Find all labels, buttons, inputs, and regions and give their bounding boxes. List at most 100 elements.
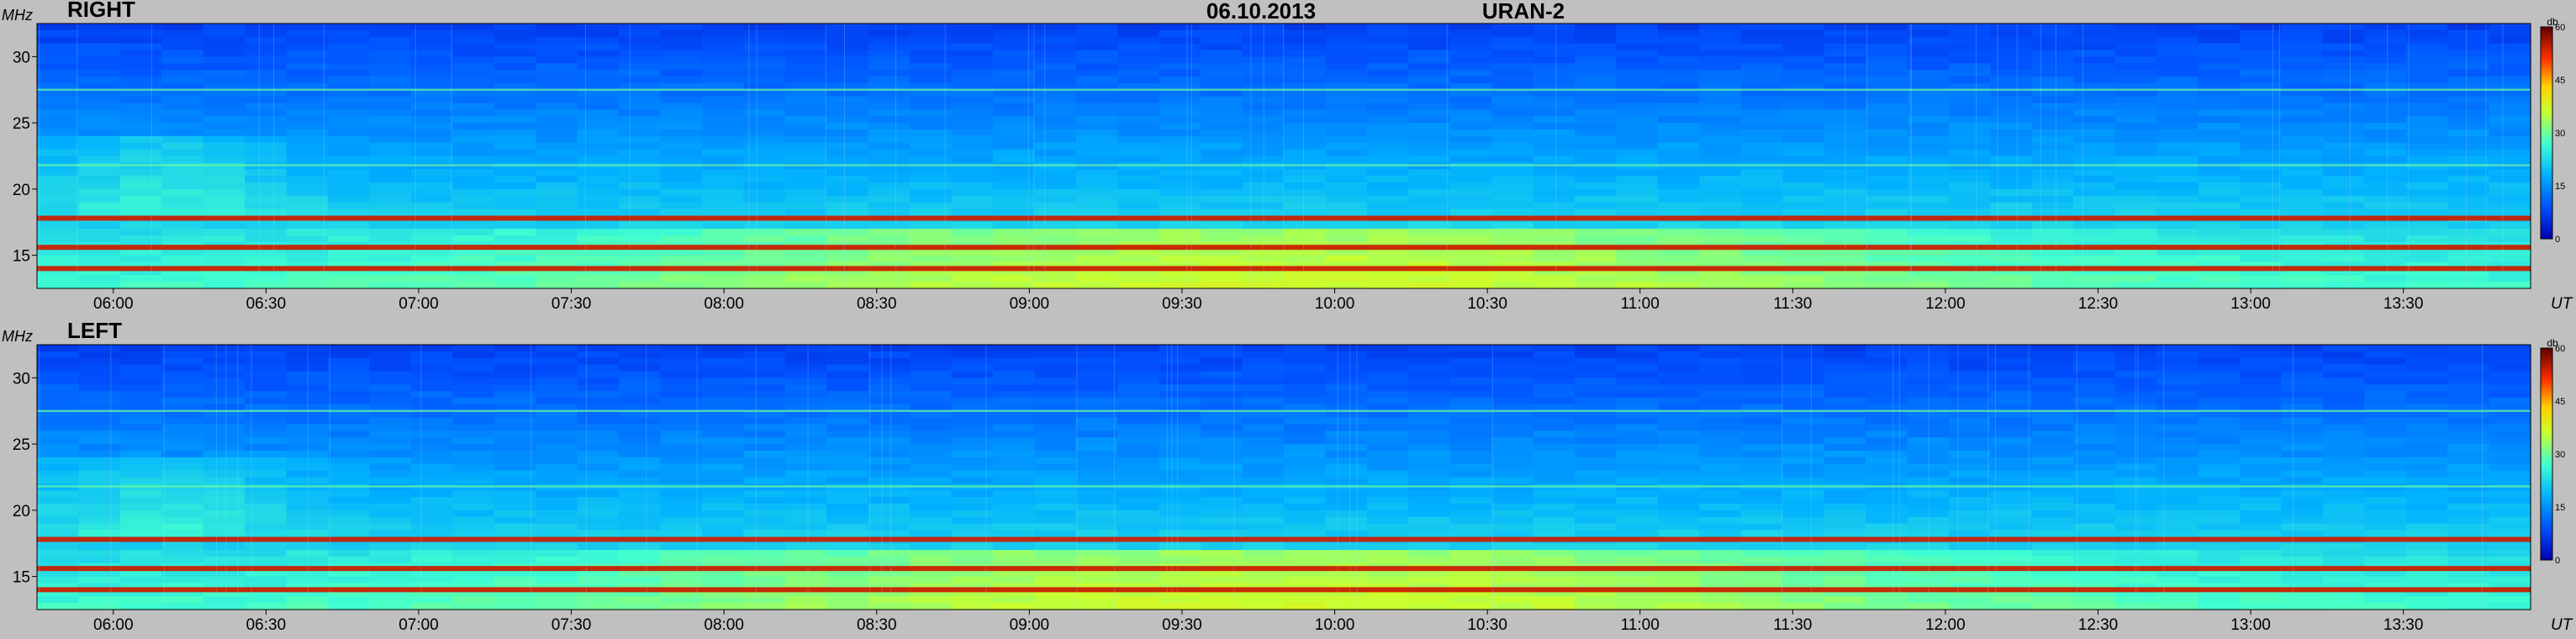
spectrogram-cell: [1075, 351, 1118, 359]
spectrogram-cell: [784, 116, 827, 124]
spectrogram-cell: [328, 550, 371, 557]
x-tick-label: 11:00: [1621, 295, 1660, 313]
spectrogram-cell: [78, 63, 121, 71]
spectrogram-cell: [2198, 430, 2241, 438]
spectrogram-cell: [161, 378, 204, 385]
spectrogram-cell: [203, 248, 245, 256]
spectrogram-cell: [1907, 129, 1950, 137]
spectrogram-cell: [494, 176, 536, 183]
spectrogram-cell: [1907, 357, 1950, 366]
spectrogram-cell: [2364, 96, 2407, 104]
spectrogram-cell: [1408, 490, 1451, 498]
spectrogram-cell: [577, 451, 620, 458]
spectrogram-cell: [951, 169, 994, 177]
spectrogram-cell: [784, 530, 827, 537]
spectrogram-cell: [1284, 275, 1327, 283]
spectrogram-cell: [37, 364, 80, 372]
spectrogram-cell: [1866, 255, 1908, 263]
spectrogram-cell: [577, 596, 620, 604]
spectrogram-cell: [2198, 89, 2241, 98]
spectrogram-cell: [1782, 149, 1825, 157]
spectrogram-cell: [1575, 70, 1618, 77]
spectrogram-cell: [494, 248, 536, 256]
spectrogram-cell: [1907, 596, 1950, 604]
spectrogram-cell: [1533, 268, 1576, 276]
spectrogram-cell: [1449, 470, 1492, 478]
spectrogram-cell: [2405, 371, 2448, 378]
spectrogram-cell: [1740, 424, 1783, 431]
spectrogram-cell: [1034, 410, 1077, 419]
spectrogram-cell: [1616, 550, 1659, 557]
spectrogram-cell: [286, 430, 329, 438]
spectrogram-cell: [37, 384, 80, 392]
spectrogram-cell: [2031, 116, 2074, 124]
spectrogram-cell: [494, 142, 536, 151]
spectrogram-cell: [660, 188, 703, 197]
spectrogram-cell: [1034, 430, 1077, 438]
spectrogram-cell: [2489, 77, 2531, 84]
spectrogram-cell: [1034, 142, 1077, 151]
spectrogram-cell: [2198, 523, 2241, 531]
spectrogram-cell: [743, 410, 786, 419]
spectrogram-cell: [1449, 261, 1492, 269]
spectrogram-cell: [203, 70, 245, 77]
spectrogram-cell: [328, 268, 371, 276]
spectrogram-cell: [1325, 149, 1368, 157]
spectrogram-cell: [2073, 477, 2116, 484]
spectrogram-cell: [619, 451, 662, 458]
spectrogram-cell: [410, 77, 453, 84]
spectrogram-cell: [868, 351, 911, 359]
spectrogram-cell: [1075, 543, 1118, 551]
spectrogram-cell: [868, 96, 911, 104]
spectrogram-cell: [1533, 202, 1576, 210]
spectrogram-cell: [119, 50, 162, 57]
spectrogram-cell: [1449, 490, 1492, 498]
spectrogram-cell: [2322, 229, 2365, 236]
spectrogram-cell: [1159, 156, 1201, 163]
spectrogram-cell: [868, 182, 911, 190]
spectrogram-cell: [536, 576, 578, 584]
spectrogram-cell: [2031, 543, 2074, 551]
spectrogram-cell: [784, 248, 827, 256]
spectrogram-cell: [1616, 169, 1659, 177]
spectrogram-cell: [2489, 569, 2531, 578]
spectrogram-cell: [1907, 103, 1950, 110]
spectrogram-cell: [1740, 282, 1783, 289]
band-line: [37, 587, 2531, 593]
spectrogram-cell: [1075, 451, 1118, 458]
spectrogram-cell: [2073, 430, 2116, 438]
spectrogram-cell: [826, 56, 869, 64]
spectrogram-cell: [2073, 77, 2116, 84]
spectrogram-cell: [1699, 477, 1742, 484]
spectrogram-cell: [1657, 523, 1700, 531]
spectrogram-cell: [826, 142, 869, 151]
spectrogram-cell: [2364, 384, 2407, 392]
spectrogram-cell: [1242, 96, 1285, 104]
spectrogram-cell: [2489, 142, 2531, 151]
spectrogram-cell: [2239, 410, 2282, 419]
spectrogram-cell: [78, 516, 121, 525]
spectrogram-cell: [951, 510, 994, 518]
spectrogram-cell: [2031, 530, 2074, 537]
spectrogram-cell: [37, 391, 80, 399]
spectrogram-cell: [1159, 149, 1201, 157]
spectrogram-cell: [868, 282, 911, 289]
spectrogram-cell: [1699, 424, 1742, 431]
spectrogram-cell: [245, 36, 288, 45]
spectrogram-cell: [1740, 176, 1783, 183]
spectrogram-cell: [868, 188, 911, 197]
spectrogram-cell: [1366, 357, 1409, 366]
spectrogram-cell: [1866, 188, 1908, 197]
spectrogram-cell: [1575, 557, 1618, 564]
spectrogram-cell: [1699, 188, 1742, 197]
spectrogram-cell: [286, 497, 329, 504]
spectrogram-cell: [1201, 530, 1243, 537]
spectrogram-cell: [494, 543, 536, 551]
spectrogram-cell: [2364, 255, 2407, 263]
spectrogram-cell: [2489, 63, 2531, 71]
spectrogram-cell: [826, 235, 869, 243]
spectrogram-cell: [2114, 268, 2157, 276]
spectrogram-cell: [2489, 222, 2531, 230]
spectrogram-cell: [203, 430, 245, 438]
spectrogram-cell: [1907, 282, 1950, 289]
